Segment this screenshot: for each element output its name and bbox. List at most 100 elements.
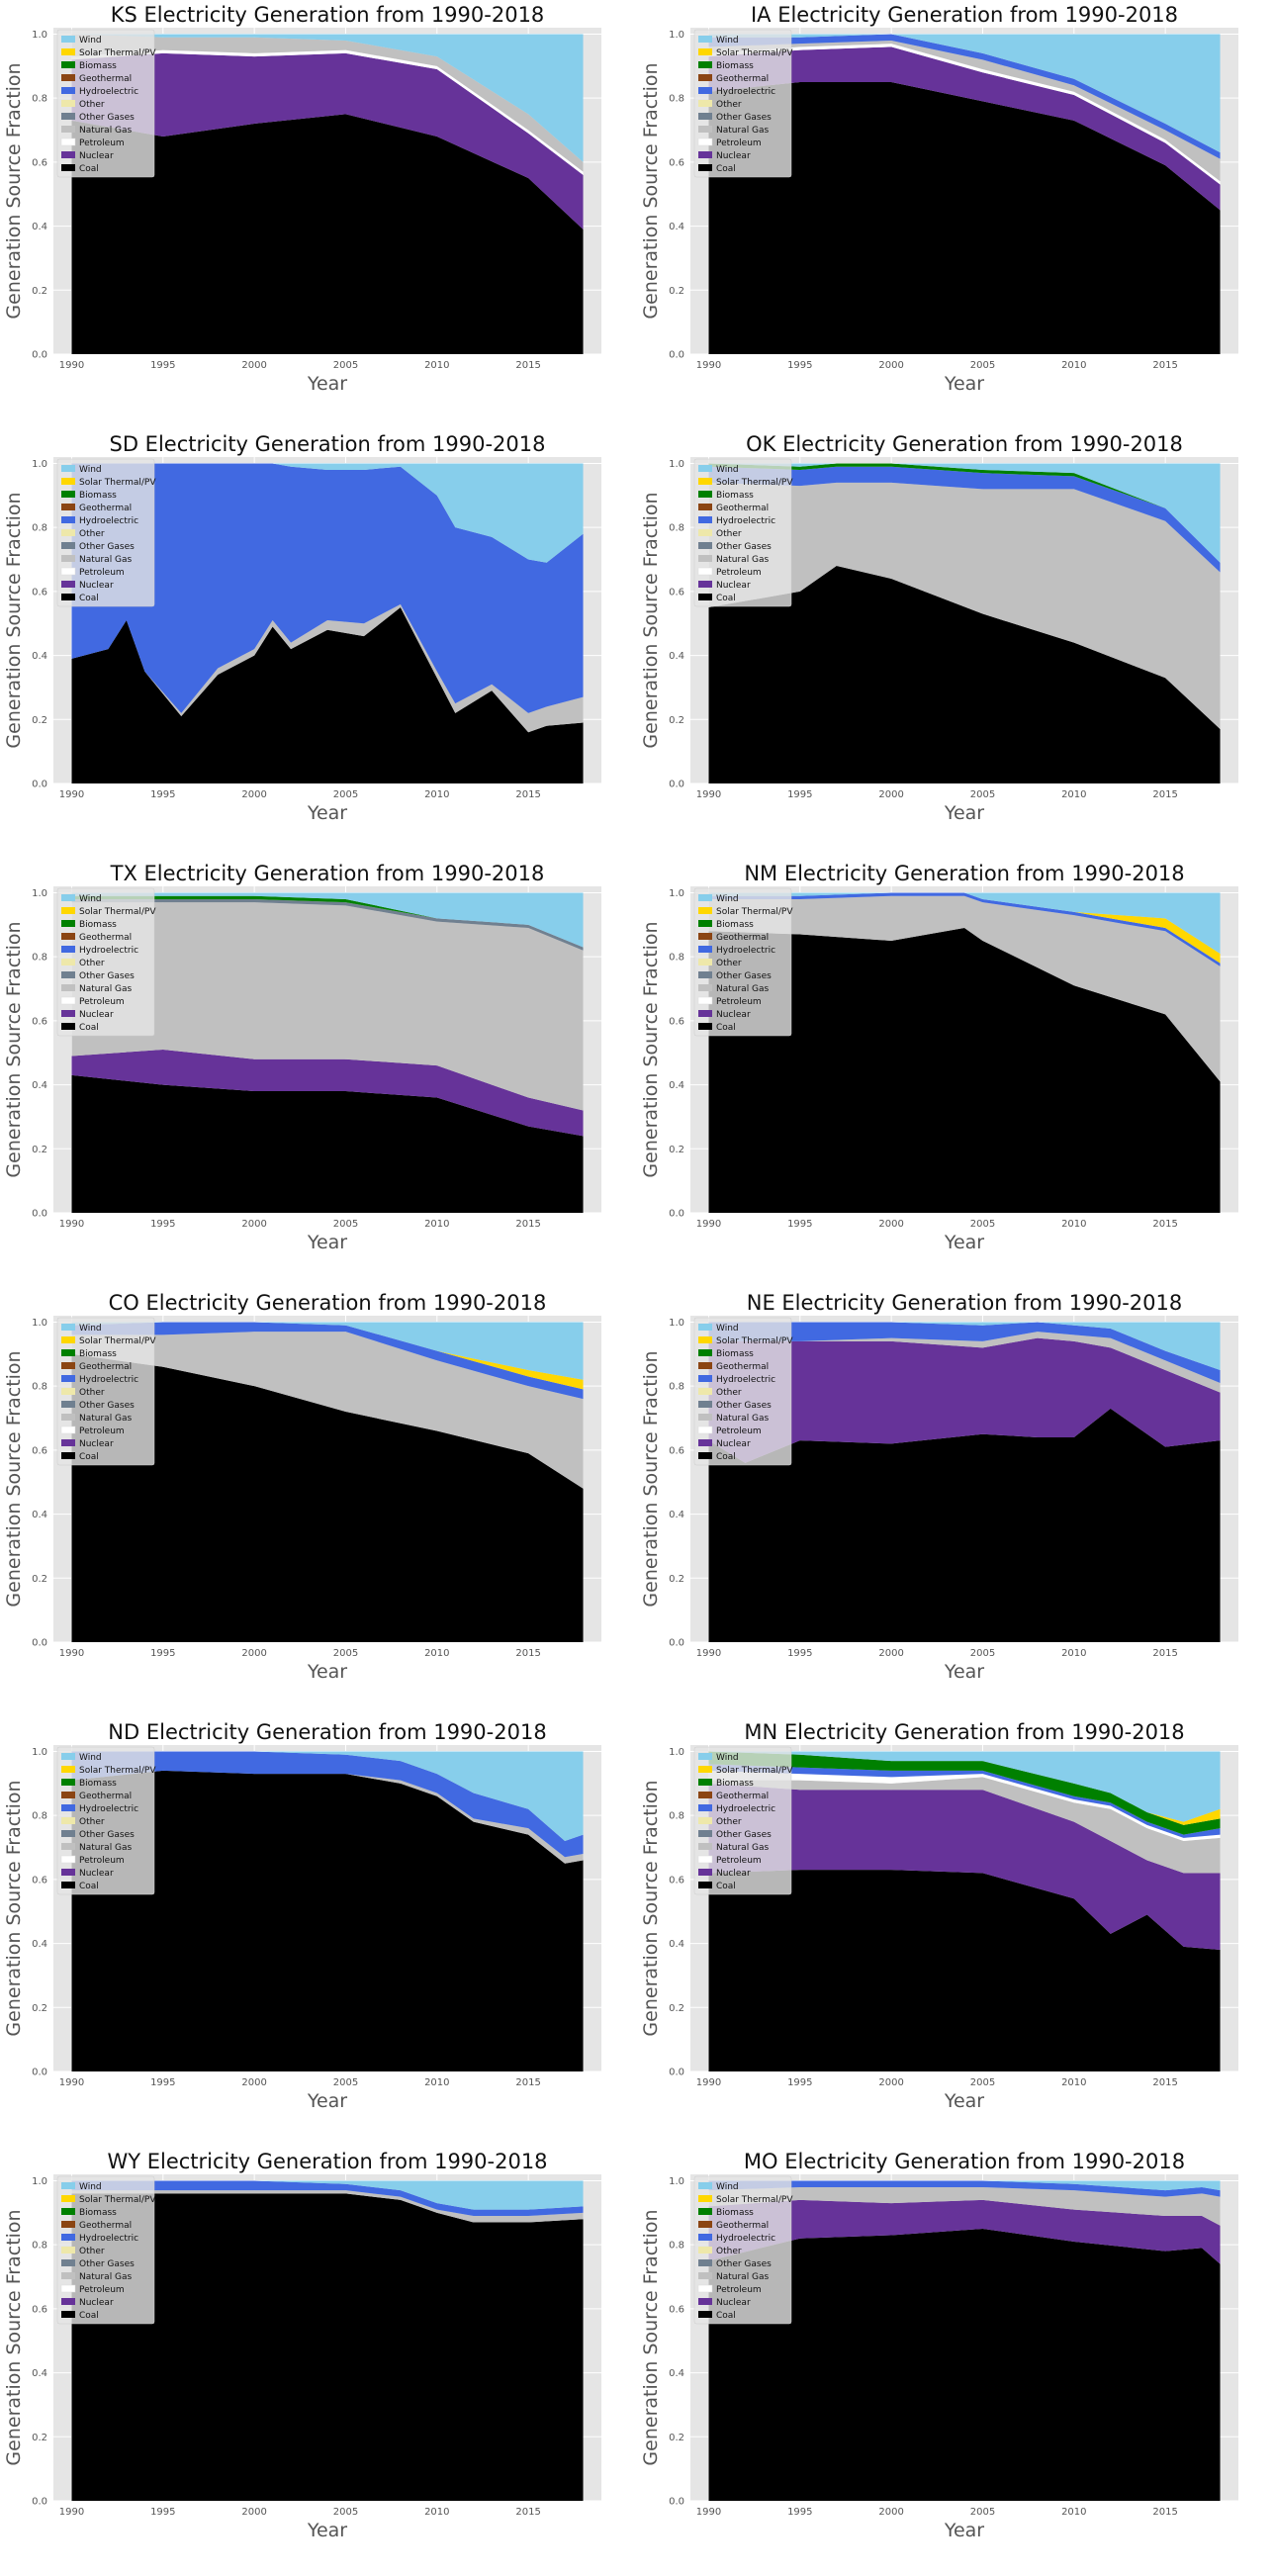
chart-svg: 0.0 0.2 0.4 0.6 0.8 1.0 1990 1995 2000 2005 2010 20… bbox=[640, 862, 1238, 1253]
legend-label: Other Gases bbox=[716, 1830, 772, 1840]
legend-label: Biomass bbox=[79, 491, 117, 501]
legend-label: Geothermal bbox=[716, 1362, 769, 1372]
legend-label: Geothermal bbox=[79, 74, 132, 84]
legend-label: Wind bbox=[716, 36, 739, 46]
legend-label: Hydroelectric bbox=[716, 1375, 775, 1385]
legend-swatch bbox=[61, 1753, 75, 1760]
y-axis-label: Generation Source Fraction bbox=[3, 492, 25, 748]
x-axis-label: Year bbox=[944, 2090, 984, 2112]
y-tick-label: 0.8 bbox=[669, 94, 684, 105]
legend-swatch bbox=[698, 933, 712, 940]
y-tick-label: 0.6 bbox=[669, 587, 684, 598]
x-tick-label: 1995 bbox=[787, 789, 812, 800]
legend-swatch bbox=[698, 516, 712, 523]
chart-svg: 0.0 0.2 0.4 0.6 0.8 1.0 1990 1995 2000 2005 2010 20… bbox=[3, 1720, 601, 2112]
legend-swatch bbox=[698, 2195, 712, 2202]
legend-label: Petroleum bbox=[716, 1426, 762, 1436]
legend-swatch bbox=[698, 491, 712, 498]
legend-label: Solar Thermal/PV bbox=[716, 2195, 793, 2205]
legend-label: Natural Gas bbox=[716, 984, 770, 994]
legend-label: Petroleum bbox=[716, 997, 762, 1007]
legend-label: Geothermal bbox=[79, 504, 132, 513]
legend-swatch bbox=[698, 1792, 712, 1798]
y-tick-label: 0.4 bbox=[32, 651, 47, 662]
legend-label: Petroleum bbox=[79, 138, 125, 148]
x-tick-label: 2005 bbox=[333, 789, 358, 800]
y-tick-label: 0.6 bbox=[32, 1445, 47, 1456]
legend-swatch bbox=[61, 1779, 75, 1786]
legend-swatch bbox=[61, 959, 75, 966]
legend-swatch bbox=[698, 1452, 712, 1459]
legend-swatch bbox=[61, 100, 75, 107]
y-tick-label: 0.0 bbox=[669, 2068, 684, 2078]
area-hydroelectric bbox=[71, 2180, 584, 2217]
chart-svg: 0.0 0.2 0.4 0.6 0.8 1.0 1990 1995 2000 2005 2010 20… bbox=[640, 3, 1238, 395]
area-hydroelectric bbox=[708, 466, 1221, 573]
y-tick-label: 1.0 bbox=[32, 1318, 47, 1329]
x-tick-label: 2015 bbox=[1152, 2077, 1177, 2088]
legend-label: Solar Thermal/PV bbox=[716, 1766, 793, 1776]
legend-label: Solar Thermal/PV bbox=[79, 2195, 156, 2205]
legend-swatch bbox=[61, 1869, 75, 1876]
y-tick-label: 0.2 bbox=[669, 286, 684, 297]
y-tick-label: 0.2 bbox=[669, 715, 684, 726]
legend-swatch bbox=[698, 529, 712, 536]
y-tick-label: 0.6 bbox=[669, 1445, 684, 1456]
area-hydroelectric bbox=[708, 1322, 1221, 1383]
chart-svg: 0.0 0.2 0.4 0.6 0.8 1.0 1990 1995 2000 2005 2010 20… bbox=[3, 862, 601, 1253]
chart-title: OK Electricity Generation from 1990-2018 bbox=[746, 432, 1183, 456]
legend-label: Other Gases bbox=[79, 1401, 135, 1411]
legend-swatch bbox=[698, 581, 712, 588]
y-tick-label: 0.8 bbox=[32, 94, 47, 105]
chart-title: IA Electricity Generation from 1990-2018 bbox=[751, 3, 1178, 27]
y-tick-label: 0.8 bbox=[32, 1382, 47, 1393]
y-tick-label: 0.6 bbox=[669, 1875, 684, 1886]
x-tick-label: 2015 bbox=[1152, 360, 1177, 371]
legend-label: Geothermal bbox=[79, 1792, 132, 1801]
area-coal bbox=[708, 1870, 1221, 2071]
x-tick-label: 2000 bbox=[878, 1219, 903, 1230]
legend-label: Biomass bbox=[716, 61, 754, 71]
legend-label: Hydroelectric bbox=[79, 516, 138, 526]
x-tick-label: 2015 bbox=[515, 2077, 540, 2088]
x-axis-label: Year bbox=[307, 1232, 347, 1253]
area-coal bbox=[71, 1770, 584, 2071]
y-tick-label: 0.4 bbox=[669, 651, 684, 662]
legend-swatch bbox=[61, 542, 75, 549]
chart-svg: 0.0 0.2 0.4 0.6 0.8 1.0 1990 1995 2000 2005 2010 20… bbox=[3, 432, 601, 824]
legend-label: Coal bbox=[79, 594, 99, 603]
chart-title: MN Electricity Generation from 1990-2018 bbox=[744, 1720, 1184, 1744]
chart-title: ND Electricity Generation from 1990-2018 bbox=[108, 1720, 546, 1744]
legend-label: Petroleum bbox=[79, 1426, 125, 1436]
legend-swatch bbox=[698, 1023, 712, 1030]
y-tick-label: 0.8 bbox=[32, 2241, 47, 2252]
legend-label: Hydroelectric bbox=[716, 1804, 775, 1814]
y-tick-label: 0.2 bbox=[669, 2433, 684, 2443]
x-axis-label: Year bbox=[944, 373, 984, 395]
legend-swatch bbox=[61, 2272, 75, 2279]
area-natural-gas bbox=[71, 902, 584, 1111]
area-petroleum bbox=[71, 49, 584, 175]
legend-label: Solar Thermal/PV bbox=[79, 907, 156, 917]
legend-swatch bbox=[698, 2247, 712, 2254]
legend-swatch bbox=[698, 2272, 712, 2279]
x-tick-label: 2015 bbox=[1152, 789, 1177, 800]
y-tick-label: 0.0 bbox=[669, 350, 684, 361]
area-wind bbox=[708, 2180, 1221, 2191]
legend-swatch bbox=[698, 959, 712, 966]
x-tick-label: 1995 bbox=[150, 1648, 175, 1659]
x-tick-label: 2010 bbox=[1061, 789, 1086, 800]
y-axis-label: Generation Source Fraction bbox=[640, 492, 662, 748]
legend-swatch bbox=[60, 138, 76, 146]
chart-panel-ia: 0.0 0.2 0.4 0.6 0.8 1.0 1990 1995 2000 2005 2010 20… bbox=[637, 0, 1274, 429]
legend-label: Wind bbox=[716, 1324, 739, 1334]
legend: Wind Solar Thermal/PV Biomass Geothermal Hyd… bbox=[56, 458, 156, 607]
x-tick-label: 1990 bbox=[696, 360, 721, 371]
legend-swatch bbox=[697, 567, 713, 576]
legend-box bbox=[56, 458, 155, 607]
y-axis-label: Generation Source Fraction bbox=[3, 1780, 25, 2036]
y-axis-label: Generation Source Fraction bbox=[640, 62, 662, 319]
legend-swatch bbox=[698, 1388, 712, 1395]
legend-box bbox=[693, 887, 792, 1037]
x-axis-label: Year bbox=[307, 2520, 347, 2541]
